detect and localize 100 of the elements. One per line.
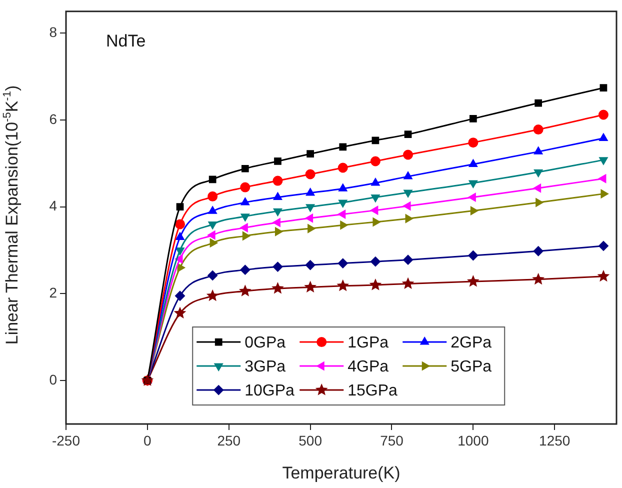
point xyxy=(405,214,414,223)
point xyxy=(371,194,380,202)
legend-label: 4GPa xyxy=(348,358,389,376)
y-tick-label: 0 xyxy=(49,371,58,388)
y-tick-label: 8 xyxy=(49,24,58,40)
point xyxy=(532,272,545,285)
point xyxy=(533,246,544,256)
point xyxy=(339,143,347,151)
point xyxy=(468,180,478,188)
point xyxy=(338,200,348,208)
point xyxy=(369,278,382,290)
point xyxy=(466,275,480,287)
point xyxy=(336,279,350,292)
point xyxy=(175,290,186,301)
x-tick-label: 1250 xyxy=(539,432,570,448)
point xyxy=(206,289,219,302)
point xyxy=(176,203,184,211)
point xyxy=(240,182,250,192)
point xyxy=(468,250,478,260)
point xyxy=(210,238,218,248)
point xyxy=(404,190,412,198)
point xyxy=(598,174,606,184)
x-axis-title: Temperature(K) xyxy=(282,463,400,482)
point xyxy=(304,280,316,292)
point xyxy=(208,221,217,230)
point xyxy=(306,188,315,196)
point xyxy=(598,240,608,251)
point xyxy=(208,230,216,240)
point xyxy=(370,156,380,166)
point xyxy=(402,277,414,289)
point xyxy=(338,184,348,192)
point xyxy=(240,214,250,222)
point xyxy=(241,164,249,172)
point xyxy=(372,218,380,226)
x-tick-label: 1000 xyxy=(458,432,489,448)
legend-label: 2GPa xyxy=(450,334,492,352)
point xyxy=(600,189,608,198)
point xyxy=(306,150,314,158)
point xyxy=(404,130,412,138)
point xyxy=(208,206,217,214)
point xyxy=(468,159,478,168)
point xyxy=(372,136,380,144)
point xyxy=(272,218,280,227)
point xyxy=(599,133,608,141)
point xyxy=(534,146,543,154)
y-tick-label: 6 xyxy=(49,110,58,127)
point xyxy=(176,232,184,240)
point xyxy=(371,178,380,186)
point xyxy=(338,210,346,219)
point xyxy=(240,264,250,275)
point xyxy=(370,256,380,267)
annotation: NdTe xyxy=(106,32,146,51)
point xyxy=(340,220,348,230)
point xyxy=(175,219,186,230)
point xyxy=(272,282,284,294)
point xyxy=(208,176,216,184)
point xyxy=(208,191,218,202)
legend-label: 5GPa xyxy=(450,358,492,376)
point xyxy=(533,184,542,193)
point xyxy=(175,254,183,264)
point xyxy=(177,263,186,272)
point xyxy=(176,248,184,256)
point xyxy=(208,270,218,280)
point xyxy=(274,158,282,165)
x-tick-label: 750 xyxy=(380,432,404,448)
point xyxy=(597,270,610,282)
point xyxy=(273,208,282,216)
point xyxy=(370,206,378,215)
point xyxy=(274,227,283,236)
point xyxy=(600,84,608,92)
point xyxy=(598,110,608,120)
point xyxy=(403,254,414,265)
legend-label: 3GPa xyxy=(244,358,286,376)
legend-label: 15GPa xyxy=(348,382,398,400)
point xyxy=(533,124,544,135)
legend-label: 1GPa xyxy=(348,334,389,352)
x-tick-label: -250 xyxy=(52,432,80,448)
point xyxy=(338,162,348,173)
x-tick-label: 0 xyxy=(144,432,152,448)
point xyxy=(470,206,478,216)
point xyxy=(534,99,542,107)
y-tick-label: 2 xyxy=(49,284,58,301)
point xyxy=(272,262,283,272)
y-tick-label: 4 xyxy=(49,198,58,214)
point xyxy=(305,169,316,180)
point xyxy=(240,223,248,232)
point xyxy=(403,150,414,160)
point xyxy=(240,198,250,206)
point xyxy=(534,169,543,178)
point xyxy=(468,138,478,148)
x-tick-label: 250 xyxy=(217,432,241,448)
x-tick-label: 500 xyxy=(298,432,322,448)
point xyxy=(272,176,283,186)
point xyxy=(305,214,314,223)
legend-label: 0GPa xyxy=(244,334,286,352)
point xyxy=(174,306,186,319)
point xyxy=(338,258,348,268)
point xyxy=(403,202,411,210)
point xyxy=(306,204,315,212)
point xyxy=(404,171,412,180)
